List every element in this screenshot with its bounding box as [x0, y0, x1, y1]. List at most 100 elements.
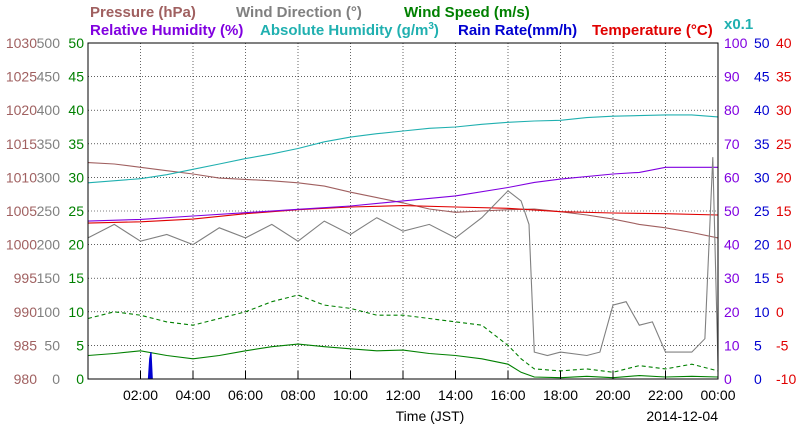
- y-tick-label-rain-rate: 10: [754, 304, 770, 320]
- y-tick-label-relative-humidity: 100: [724, 35, 748, 51]
- x-tick-label: 06:00: [228, 387, 263, 403]
- y-tick-label-rain-rate: 35: [754, 136, 770, 152]
- x-tick-label: 10:00: [333, 387, 368, 403]
- y-tick-label-wind-direction: 350: [37, 136, 61, 152]
- y-tick-label-wind-direction: 500: [37, 35, 61, 51]
- date-label: 2014-12-04: [646, 408, 718, 424]
- y-tick-label-pressure: 1030: [6, 35, 37, 51]
- y-tick-label-temperature: 20: [776, 169, 792, 185]
- y-tick-label-relative-humidity: 10: [724, 337, 740, 353]
- legend-absolute-humidity-sup: 3: [428, 21, 434, 32]
- y-tick-label-pressure: 1025: [6, 69, 37, 85]
- y-tick-label-wind-direction: 150: [37, 270, 61, 286]
- x-tick-label: 12:00: [385, 387, 420, 403]
- x-tick-label: 14:00: [438, 387, 473, 403]
- y-tick-label-pressure: 1010: [6, 169, 37, 185]
- legend-scale-note: x0.1: [724, 16, 753, 33]
- y-tick-label-wind-speed: 15: [68, 270, 84, 286]
- y-tick-label-relative-humidity: 0: [724, 371, 732, 387]
- y-tick-label-rain-rate: 45: [754, 69, 770, 85]
- y-tick-label-relative-humidity: 20: [724, 304, 740, 320]
- y-tick-label-pressure: 1005: [6, 203, 37, 219]
- x-tick-label: 16:00: [490, 387, 525, 403]
- y-tick-label-rain-rate: 25: [754, 203, 770, 219]
- legend-wind-speed: Wind Speed (m/s): [404, 4, 530, 21]
- y-tick-label-rain-rate: 0: [754, 371, 762, 387]
- y-tick-label-pressure: 985: [14, 337, 38, 353]
- y-tick-label-temperature: 40: [776, 35, 792, 51]
- y-tick-label-relative-humidity: 60: [724, 169, 740, 185]
- x-tick-label: 22:00: [648, 387, 683, 403]
- y-tick-label-wind-speed: 25: [68, 203, 84, 219]
- y-tick-label-wind-direction: 200: [37, 237, 61, 253]
- x-axis-label: Time (JST): [396, 408, 465, 424]
- y-tick-label-relative-humidity: 90: [724, 69, 740, 85]
- y-tick-label-temperature: 25: [776, 136, 792, 152]
- y-tick-label-temperature: 35: [776, 69, 792, 85]
- y-tick-label-rain-rate: 5: [754, 337, 762, 353]
- y-tick-label-pressure: 1015: [6, 136, 37, 152]
- grid: [88, 43, 718, 379]
- series-group: [87, 114, 719, 380]
- legend-relative-humidity: Relative Humidity (%): [90, 22, 243, 39]
- series-absolute-humidity-line: [87, 114, 719, 184]
- x-tick-label: 02:00: [123, 387, 158, 403]
- y-tick-label-wind-speed: 35: [68, 136, 84, 152]
- y-tick-label-temperature: 5: [776, 270, 784, 286]
- y-tick-label-rain-rate: 50: [754, 35, 770, 51]
- y-tick-label-pressure: 1020: [6, 102, 37, 118]
- y-tick-label-temperature: 0: [776, 304, 784, 320]
- series-wind-speed-gust-line: [87, 294, 719, 373]
- y-tick-label-rain-rate: 20: [754, 237, 770, 253]
- y-tick-label-rain-rate: 30: [754, 169, 770, 185]
- x-tick-label: 04:00: [175, 387, 210, 403]
- legend-rain-rate: Rain Rate(mm/h): [458, 22, 577, 39]
- y-tick-label-pressure: 995: [14, 270, 38, 286]
- legend-absolute-humidity-end: ): [434, 22, 439, 39]
- y-tick-label-wind-direction: 300: [37, 169, 61, 185]
- legend-absolute-humidity: Absolute Humidity (g/m3): [260, 21, 439, 39]
- legend-absolute-humidity-text: Absolute Humidity (g/m: [260, 22, 428, 39]
- y-tick-label-wind-direction: 50: [44, 337, 60, 353]
- x-tick-label: 00:00: [700, 387, 735, 403]
- series-relative-humidity-line: [87, 166, 718, 222]
- x-tick-label: 08:00: [280, 387, 315, 403]
- y-tick-label-wind-speed: 30: [68, 169, 84, 185]
- legend-temperature: Temperature (°C): [592, 22, 713, 39]
- x-tick-label: 20:00: [595, 387, 630, 403]
- y-tick-label-wind-direction: 100: [37, 304, 61, 320]
- y-tick-label-pressure: 990: [14, 304, 38, 320]
- y-tick-label-wind-speed: 10: [68, 304, 84, 320]
- legend-wind-direction: Wind Direction (°): [236, 4, 362, 21]
- series-temperature-c-line: [87, 205, 719, 224]
- y-tick-label-wind-direction: 0: [52, 371, 60, 387]
- y-tick-label-relative-humidity: 50: [724, 203, 740, 219]
- y-tick-label-relative-humidity: 80: [724, 102, 740, 118]
- y-tick-label-wind-speed: 40: [68, 102, 84, 118]
- y-tick-label-pressure: 980: [14, 371, 38, 387]
- y-tick-label-relative-humidity: 70: [724, 136, 740, 152]
- y-tick-label-wind-direction: 450: [37, 69, 61, 85]
- y-tick-label-pressure: 1000: [6, 237, 37, 253]
- y-tick-label-wind-speed: 0: [76, 371, 84, 387]
- y-tick-label-temperature: 30: [776, 102, 792, 118]
- y-tick-label-temperature: 15: [776, 203, 792, 219]
- legend-pressure: Pressure (hPa): [90, 4, 196, 21]
- x-tick-label: 18:00: [543, 387, 578, 403]
- series-pressure-hpa-line: [87, 162, 719, 239]
- y-tick-label-wind-speed: 20: [68, 237, 84, 253]
- y-tick-label-wind-speed: 50: [68, 35, 84, 51]
- y-tick-label-rain-rate: 15: [754, 270, 770, 286]
- y-tick-label-temperature: -10: [776, 371, 796, 387]
- series-wind-speed-m-s-line: [87, 343, 719, 379]
- y-tick-label-wind-direction: 400: [37, 102, 61, 118]
- y-tick-label-relative-humidity: 30: [724, 270, 740, 286]
- y-tick-label-temperature: -5: [776, 337, 789, 353]
- y-tick-label-rain-rate: 40: [754, 102, 770, 118]
- series-wind-direction-line: [87, 157, 719, 366]
- y-tick-label-wind-speed: 45: [68, 69, 84, 85]
- y-tick-label-temperature: 10: [776, 237, 792, 253]
- y-tick-label-wind-direction: 250: [37, 203, 61, 219]
